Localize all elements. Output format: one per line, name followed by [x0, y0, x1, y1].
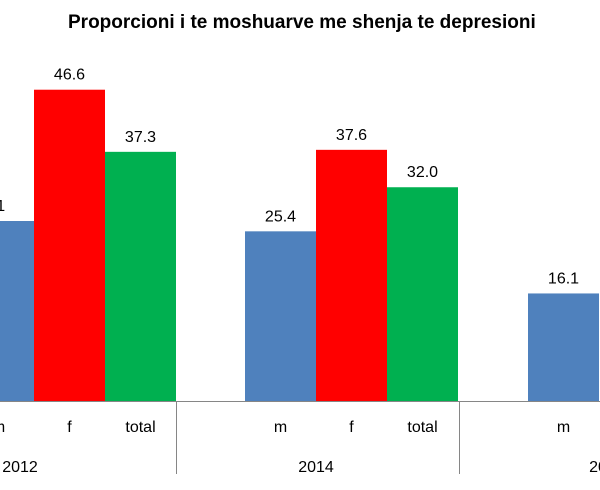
value-label-2014-m: 25.4: [265, 208, 296, 225]
group-label-2014: 2014: [298, 459, 334, 476]
category-label-20-m: m: [557, 419, 570, 436]
category-label-2012-m: m: [0, 419, 5, 436]
value-label-2014-f: 37.6: [336, 127, 367, 144]
value-label-2012-f: 46.6: [54, 67, 85, 84]
chart-title: Proporcioni i te moshuarve me shenja te …: [68, 12, 536, 33]
value-label-2012-total: 37.3: [125, 129, 156, 146]
bar-2014-m: [245, 231, 316, 401]
category-label-2012-f: f: [67, 419, 72, 436]
group-label-2012: 2012: [2, 459, 38, 476]
category-label-2014-total: total: [407, 419, 437, 436]
value-label-2012-m: .1: [0, 198, 5, 215]
group-label-20: 20: [589, 459, 600, 476]
bar-2014-total: [387, 187, 458, 401]
category-label-2014-f: f: [349, 419, 354, 436]
bar-2012-total: [105, 151, 176, 401]
value-label-20-m: 16.1: [548, 270, 579, 287]
bar-2012-m: [0, 221, 34, 401]
category-label-2012-total: total: [125, 419, 155, 436]
category-label-2014-m: m: [274, 419, 287, 436]
bar-2012-f: [34, 89, 105, 401]
bar-2014-f: [316, 149, 387, 401]
bar-20-m: [528, 293, 599, 401]
value-label-2014-total: 32.0: [407, 164, 438, 181]
